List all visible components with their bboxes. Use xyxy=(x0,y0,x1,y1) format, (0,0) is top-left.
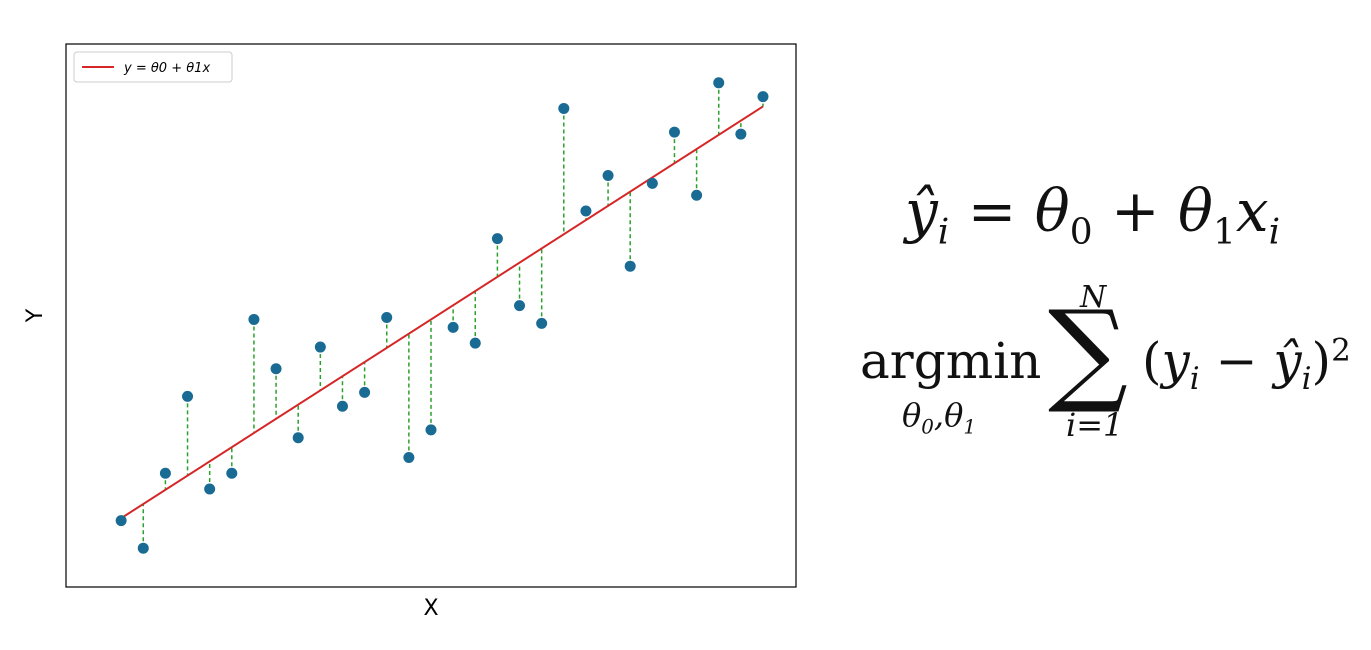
data-point xyxy=(248,313,260,325)
data-point xyxy=(558,102,570,114)
data-point xyxy=(491,233,503,245)
data-point xyxy=(115,515,127,527)
data-point xyxy=(270,363,282,375)
data-point xyxy=(226,467,238,479)
data-point xyxy=(469,337,481,349)
sum-symbol: ∑ xyxy=(1048,287,1128,417)
data-point xyxy=(602,169,614,181)
data-point xyxy=(381,311,393,323)
data-point xyxy=(137,542,149,554)
legend-label: y = θ0 + θ1x xyxy=(123,61,210,76)
data-point xyxy=(447,321,459,333)
x-axis-label: X xyxy=(423,596,438,621)
argmin-operator: argmin xyxy=(860,332,1042,390)
sum-upper-limit: N xyxy=(1080,280,1107,315)
data-point xyxy=(403,451,415,463)
data-point xyxy=(359,386,371,398)
data-point xyxy=(159,467,171,479)
data-point xyxy=(336,400,348,412)
plot-frame xyxy=(65,43,797,588)
legend-box xyxy=(73,51,233,83)
fit-line xyxy=(120,105,764,520)
residual-lines-layer xyxy=(120,82,764,549)
data-point xyxy=(757,91,769,103)
data-point xyxy=(735,128,747,140)
data-point xyxy=(668,126,680,138)
data-point xyxy=(204,483,216,495)
regression-chart: y = θ0 + θ1x X Y xyxy=(23,43,797,621)
data-point xyxy=(691,189,703,201)
data-point xyxy=(314,341,326,353)
sum-lower-limit: i=1 xyxy=(1066,406,1124,444)
data-point xyxy=(182,390,194,402)
data-point xyxy=(624,260,636,272)
data-point xyxy=(514,300,526,312)
squared-error-term: (yi − ŷi)2 xyxy=(1142,332,1351,397)
data-point xyxy=(536,317,548,329)
argmin-subscript: θ0,θ1 xyxy=(902,396,976,439)
fit-line-layer xyxy=(120,105,764,520)
data-point xyxy=(646,177,658,189)
data-point xyxy=(713,77,725,89)
data-points-layer xyxy=(115,77,769,554)
legend: y = θ0 + θ1x xyxy=(73,51,233,83)
data-point xyxy=(292,432,304,444)
least-squares-objective: argmin θ0,θ1 N ∑ i=1 (yi − ŷi)2 xyxy=(860,278,1370,448)
y-axis-label: Y xyxy=(23,308,48,323)
data-point xyxy=(580,205,592,217)
prediction-equation: ŷi = θ0 + θ1xi xyxy=(905,177,1281,253)
data-point xyxy=(425,424,437,436)
